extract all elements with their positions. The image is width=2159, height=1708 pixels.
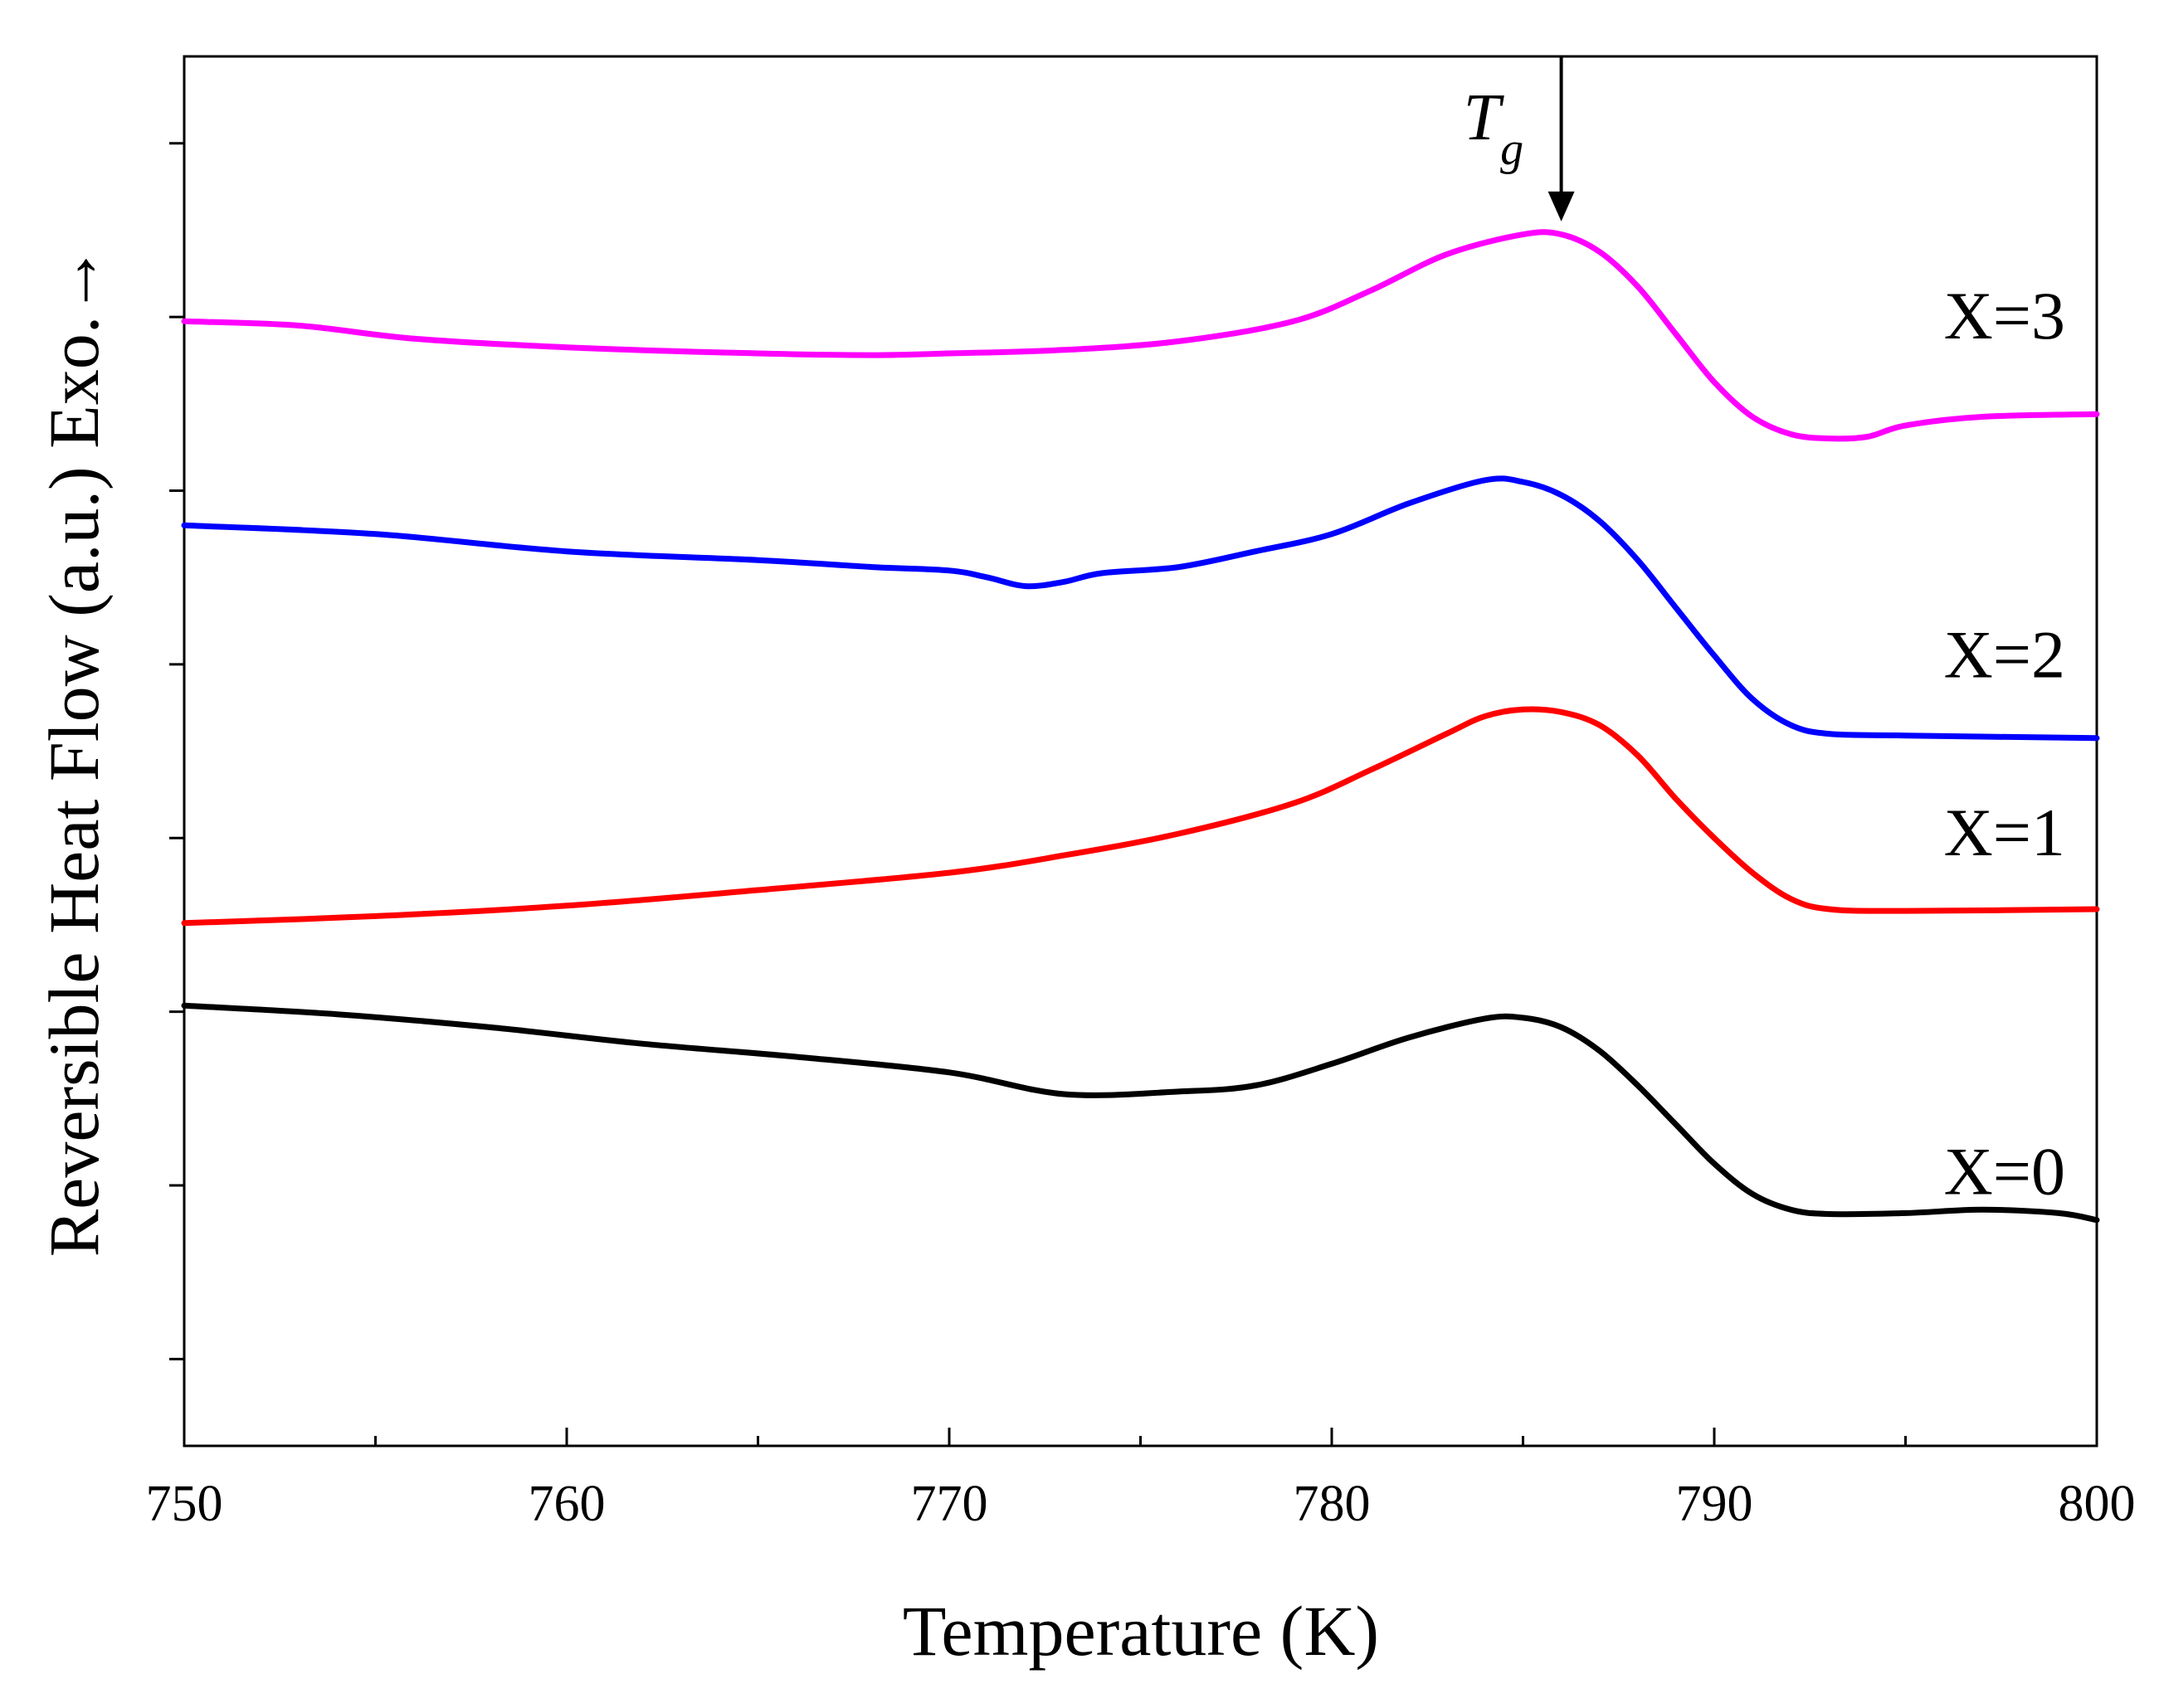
- tg-arrow-head: [1547, 191, 1575, 221]
- x-axis-ticks: 750 760 770 780 790 800: [146, 1428, 2136, 1532]
- x-tick-label: 750: [146, 1476, 223, 1532]
- plot-frame: [183, 55, 2098, 1448]
- tg-label-main: T: [1464, 81, 1505, 154]
- x-axis-title: Temperature (K): [903, 1591, 1379, 1671]
- series-labels: X=0 X=1 X=2 X=3: [1944, 278, 2065, 1209]
- tg-annotation: Tg: [1464, 56, 1575, 221]
- x-tick-label: 790: [1676, 1476, 1753, 1532]
- series-label: X=2: [1944, 617, 2065, 693]
- series-line-x2: [181, 475, 2100, 742]
- y-axis-title: Reversible Heat Flow (a.u.) Exo.→: [34, 245, 114, 1257]
- series-label: X=3: [1944, 278, 2065, 353]
- series-line-x0: [181, 1002, 2100, 1224]
- x-tick-label: 760: [529, 1476, 606, 1532]
- series-lines: [181, 229, 2100, 1224]
- x-tick-label: 770: [911, 1476, 988, 1532]
- y-axis-ticks: [169, 142, 184, 1360]
- series-label: X=1: [1944, 795, 2065, 870]
- x-tick-label: 800: [2059, 1476, 2136, 1532]
- series-line-x3: [181, 229, 2100, 442]
- tg-label: Tg: [1464, 81, 1524, 175]
- tg-label-sub: g: [1500, 124, 1523, 175]
- series-label: X=0: [1944, 1133, 2065, 1209]
- series-line-x1: [181, 706, 2100, 927]
- x-tick-label: 780: [1294, 1476, 1371, 1532]
